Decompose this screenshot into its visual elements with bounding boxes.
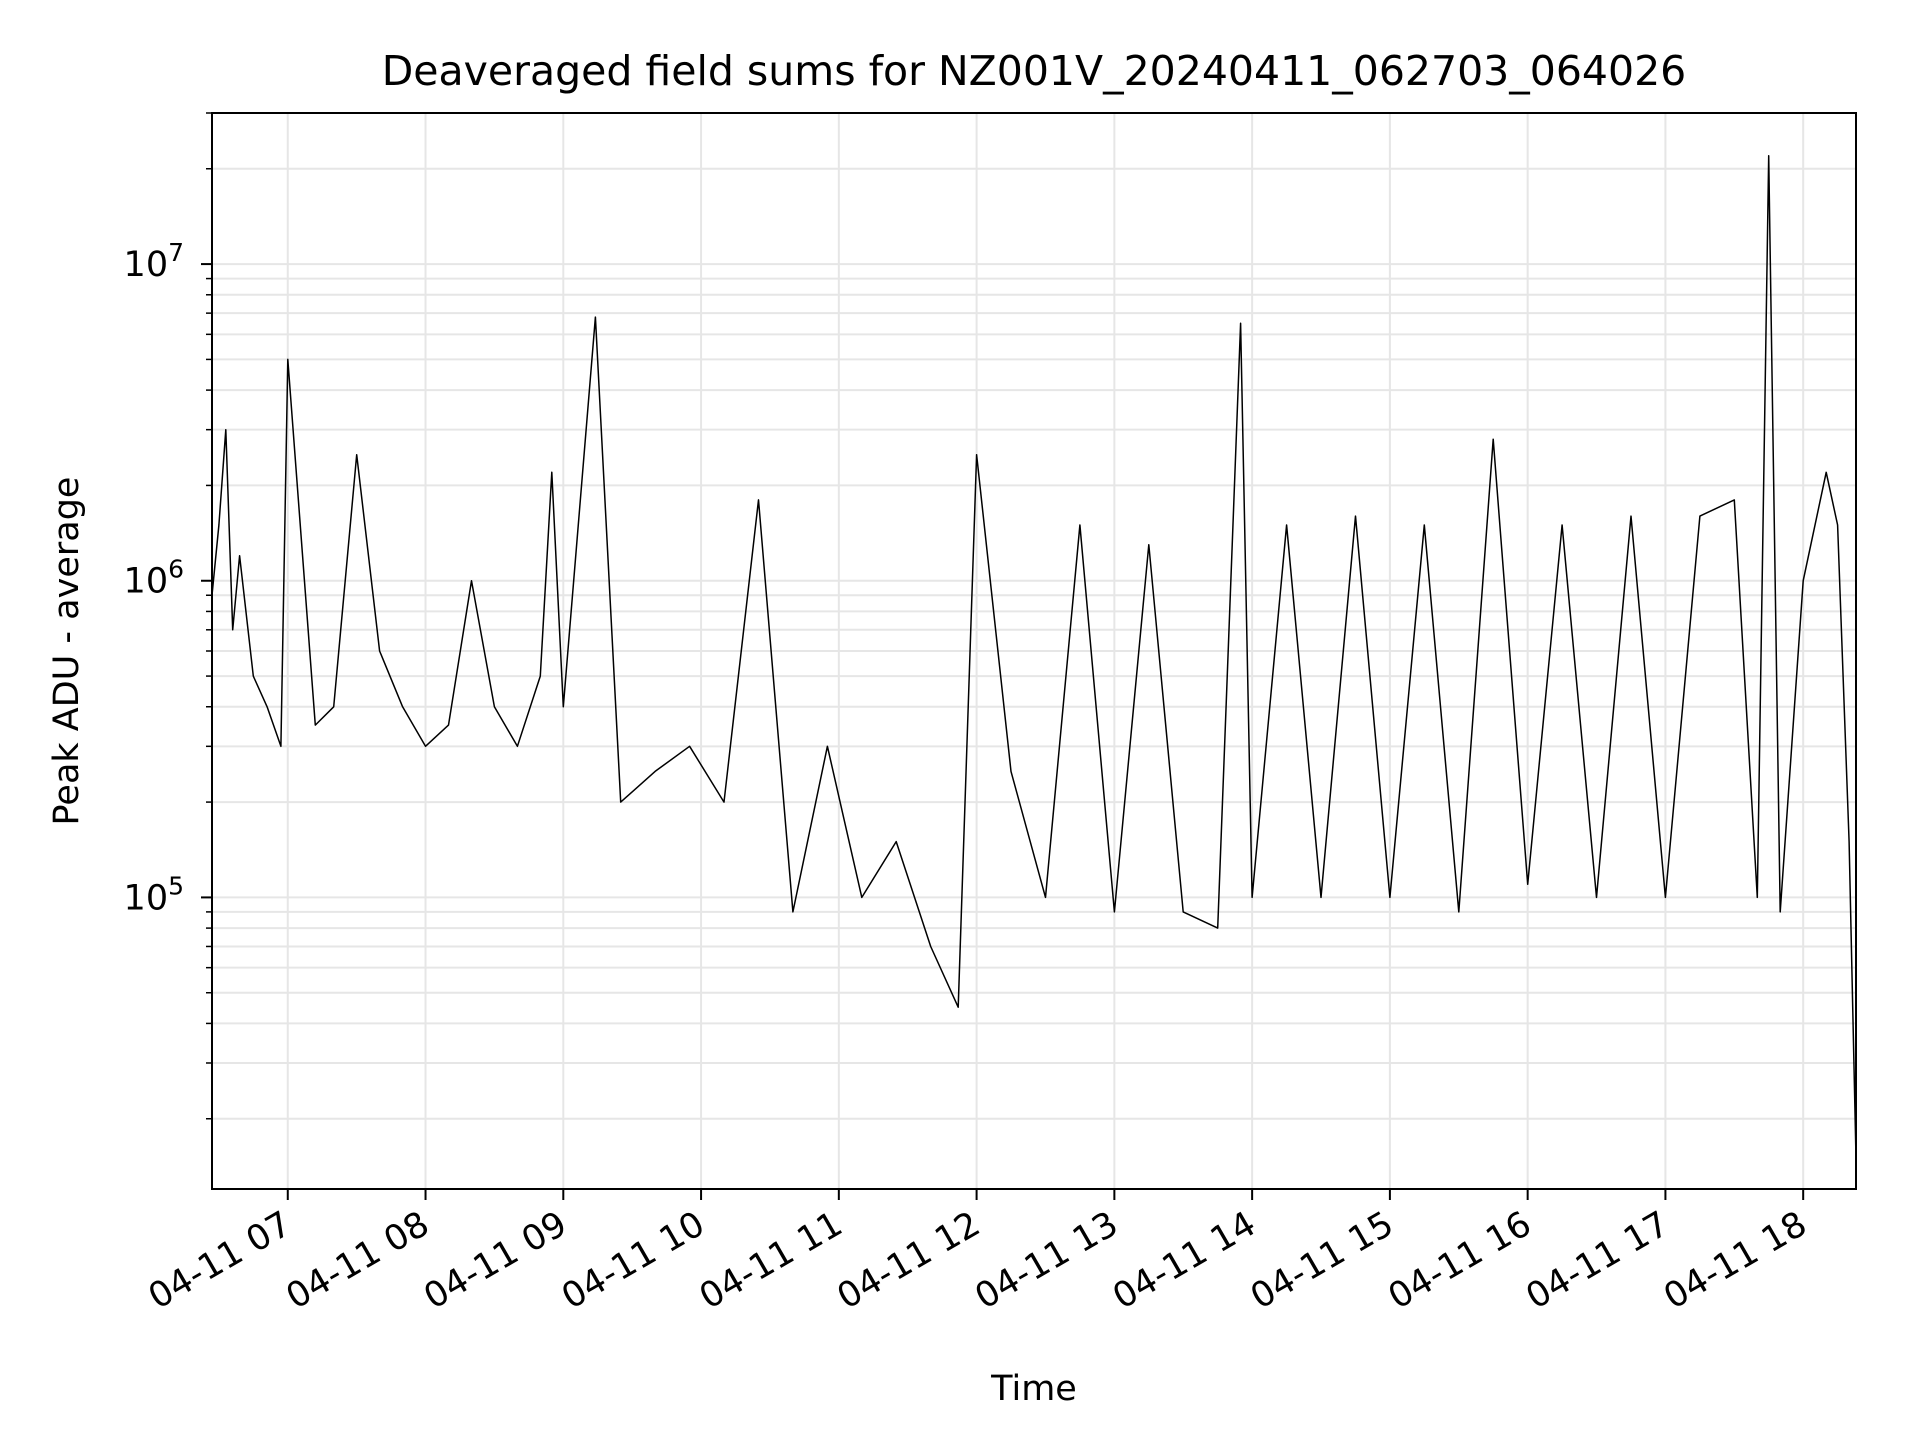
- chart-title: Deaveraged field sums for NZ001V_2024041…: [382, 47, 1687, 95]
- y-tick-label: 106: [124, 555, 184, 602]
- series-line: [211, 154, 1857, 1159]
- y-tick-label-base: 10: [124, 562, 169, 602]
- x-axis-label: Time: [990, 1369, 1077, 1409]
- y-axis-label: Peak ADU - average: [47, 477, 87, 826]
- y-tick-label-exponent: 5: [168, 871, 184, 900]
- y-tick-label: 107: [124, 238, 184, 285]
- major-gridlines: [212, 113, 1856, 1189]
- y-tick-label-exponent: 6: [168, 555, 184, 584]
- y-tick-label-base: 10: [124, 878, 169, 918]
- y-tick-label: 105: [124, 871, 184, 918]
- series-layer: [211, 154, 1857, 1159]
- y-tick-label-base: 10: [124, 245, 169, 285]
- y-tick-label-exponent: 7: [168, 238, 184, 267]
